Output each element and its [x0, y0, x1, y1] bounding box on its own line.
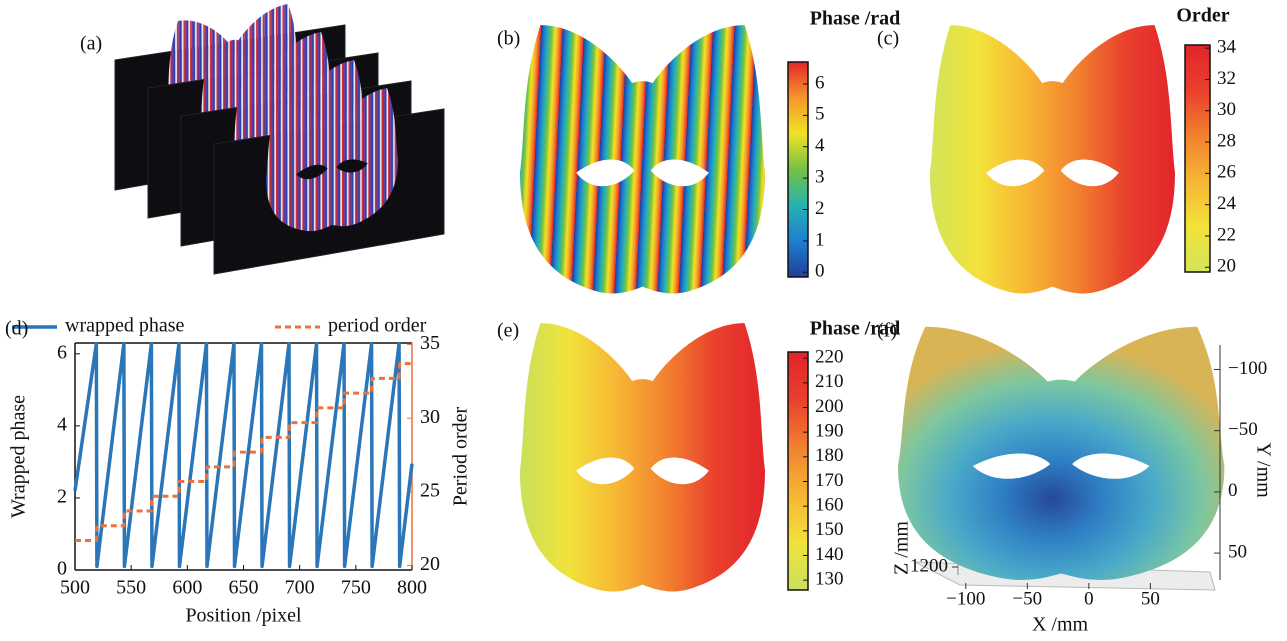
x-tick-label: −50 — [1012, 588, 1042, 609]
colorbar-tick-label: 150 — [815, 519, 844, 540]
colorbar-tick-label: 20 — [1217, 256, 1236, 277]
phase-map — [930, 25, 1175, 293]
colorbar-tick-label: 160 — [815, 495, 844, 516]
mask-shape — [520, 25, 765, 293]
phase-map — [520, 25, 765, 293]
y-tick-label: −50 — [1228, 419, 1258, 440]
y2-tick-label: 25 — [420, 479, 440, 501]
panel-label: (f) — [877, 320, 897, 342]
panel-label: (b) — [497, 28, 520, 50]
y2-axis-label: Period order — [450, 406, 472, 506]
colorbar-tick-label: 22 — [1217, 224, 1236, 245]
colorbar-tick-label: 3 — [815, 166, 825, 187]
mask-shape — [520, 323, 765, 591]
colorbar-tick-label: 180 — [815, 445, 844, 466]
legend-label: period order — [328, 315, 427, 337]
x-tick-label: 500 — [60, 577, 90, 599]
colorbar-tick-label: 0 — [815, 261, 825, 282]
y-tick-label: 6 — [57, 341, 67, 363]
colorbar-tick-label: 200 — [815, 396, 844, 417]
colorbar-tick-label: 130 — [815, 568, 844, 589]
colorbar-tick-label: 140 — [815, 544, 844, 565]
colorbar — [788, 62, 808, 277]
colorbar-title: Phase /rad — [810, 8, 901, 30]
y-tick-label: 50 — [1228, 541, 1247, 562]
x-tick-label: 0 — [1084, 588, 1094, 609]
colorbar-tick-label: 170 — [815, 470, 844, 491]
colorbar-tick-label: 30 — [1217, 99, 1236, 120]
y-axis-label: Y /mm — [1252, 442, 1274, 498]
colorbar-tick-label: 26 — [1217, 162, 1236, 183]
panel-label: (a) — [80, 33, 102, 55]
colorbar-tick-label: 24 — [1217, 193, 1237, 214]
y-tick-label: 2 — [57, 486, 67, 508]
z-tick-label: 1200 — [910, 555, 948, 576]
colorbar-tick-label: 5 — [815, 104, 825, 125]
mask-shape — [930, 25, 1175, 293]
x-tick-label: 650 — [229, 577, 259, 599]
y-tick-label: −100 — [1228, 358, 1267, 379]
colorbar-tick-label: 34 — [1217, 36, 1237, 57]
panel-label: (c) — [877, 28, 899, 50]
x-tick-label: 700 — [285, 577, 315, 599]
x-tick-label: 50 — [1141, 588, 1160, 609]
colorbar-tick-label: 220 — [815, 347, 844, 368]
panel-label: (d) — [5, 318, 28, 340]
surface — [898, 327, 1224, 580]
phase-map — [520, 323, 765, 591]
colorbar-tick-label: 2 — [815, 198, 825, 219]
figure: (a)Phase /rad0123456(b)Order202224262830… — [0, 0, 1287, 641]
colorbar-tick-label: 4 — [815, 135, 825, 156]
x-tick-label: 800 — [397, 577, 427, 599]
colorbar — [788, 352, 808, 590]
y-tick-label: 0 — [57, 558, 67, 580]
colorbar-tick-label: 210 — [815, 371, 844, 392]
z-axis-label: Z /mm — [891, 521, 913, 575]
x-tick-label: 600 — [172, 577, 202, 599]
colorbar-tick-label: 190 — [815, 421, 844, 442]
x-tick-label: 550 — [116, 577, 146, 599]
data-line — [75, 344, 412, 567]
x-tick-label: 750 — [341, 577, 371, 599]
colorbar-tick-label: 6 — [815, 72, 825, 93]
x-tick-label: −100 — [946, 588, 985, 609]
colorbar-title: Order — [1176, 5, 1229, 27]
x-axis-label: X /mm — [1032, 614, 1089, 636]
panel-label: (e) — [497, 320, 519, 342]
y-axis-label: Wrapped phase — [8, 395, 30, 518]
colorbar-tick-label: 28 — [1217, 130, 1236, 151]
y2-tick-label: 30 — [420, 406, 440, 428]
legend-label: wrapped phase — [65, 315, 185, 337]
y2-tick-label: 20 — [420, 553, 440, 575]
colorbar-tick-label: 1 — [815, 229, 825, 250]
colorbar-tick-label: 32 — [1217, 68, 1236, 89]
y-tick-label: 0 — [1228, 480, 1238, 501]
y-tick-label: 4 — [57, 413, 67, 435]
mask-shape — [898, 327, 1224, 580]
x-axis-label: Position /pixel — [185, 605, 302, 627]
